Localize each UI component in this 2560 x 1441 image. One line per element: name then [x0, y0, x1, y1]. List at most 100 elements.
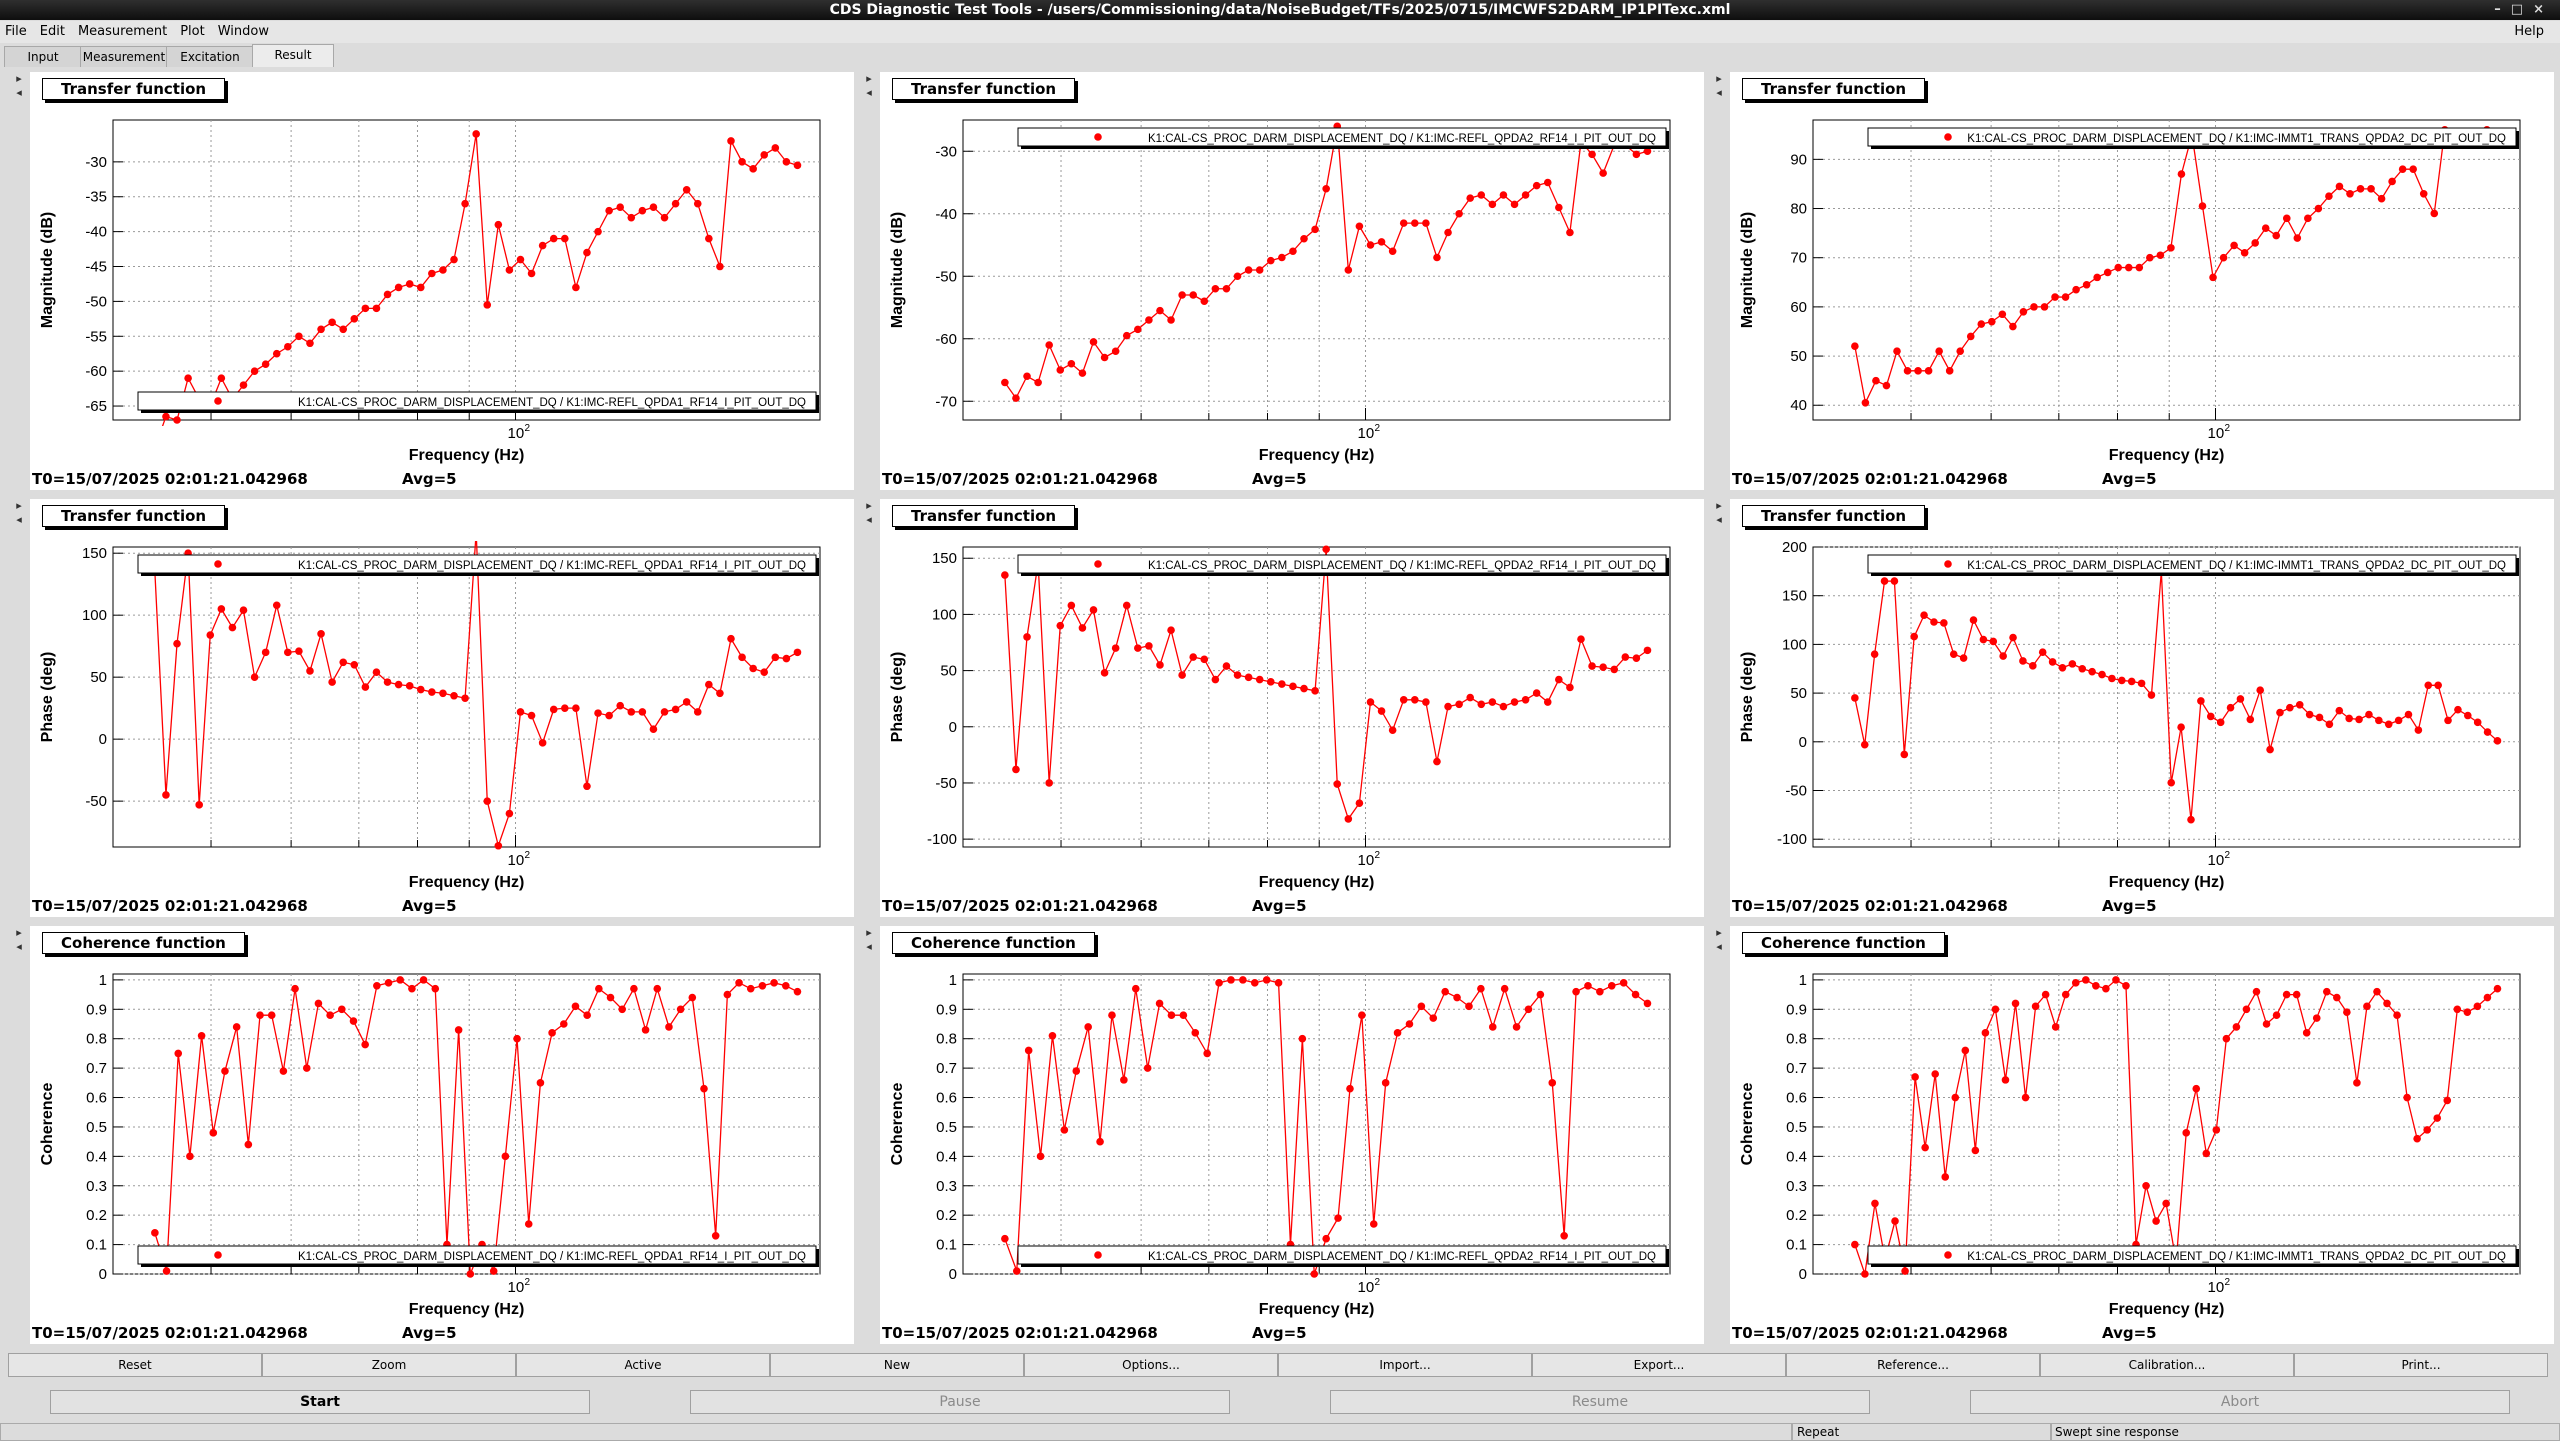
- resume-button[interactable]: Resume: [1330, 1390, 1870, 1414]
- data-point: [1499, 191, 1508, 199]
- y-tick-label: -60: [85, 363, 107, 380]
- tab-result[interactable]: Result: [252, 44, 334, 67]
- arrow-left-icon[interactable]: ◂: [1716, 513, 1722, 526]
- menu-measurement[interactable]: Measurement: [77, 24, 168, 39]
- data-point: [2206, 712, 2215, 721]
- minimize-icon[interactable]: –: [2494, 2, 2511, 17]
- plot-panel[interactable]: ▸ ◂ -100 -50 0 50 100 150 200 10 2 Frequency (Hz) Ph…: [1708, 499, 2554, 917]
- zoom-button[interactable]: Zoom: [262, 1353, 516, 1377]
- panel-scroll-arrows[interactable]: ▸ ◂: [1708, 72, 1730, 490]
- data-point: [1429, 1014, 1438, 1022]
- data-point: [272, 601, 281, 610]
- pause-button[interactable]: Pause: [690, 1390, 1230, 1414]
- data-point: [2192, 1084, 2201, 1093]
- plot-panel[interactable]: ▸ ◂ -100 -50 0 50 100 150 10 2 Frequency (Hz) Phase…: [858, 499, 1704, 917]
- menu-window[interactable]: Window: [217, 24, 269, 39]
- plot-panel[interactable]: ▸ ◂ -70 -60 -50 -40 -30 10 2 Frequency (Hz) Magnit…: [858, 72, 1704, 490]
- data-point: [538, 241, 547, 250]
- reference-button[interactable]: Reference...: [1786, 1353, 2040, 1377]
- arrow-left-icon[interactable]: ◂: [16, 86, 22, 99]
- active-button[interactable]: Active: [516, 1353, 770, 1377]
- menu-help[interactable]: Help: [2514, 24, 2544, 39]
- reset-button[interactable]: Reset: [8, 1353, 262, 1377]
- panel-scroll-arrows[interactable]: ▸ ◂: [8, 499, 30, 917]
- arrow-right-icon[interactable]: ▸: [1716, 499, 1722, 512]
- plot-canvas[interactable]: -100 -50 0 50 100 150 10 2 Frequency (Hz) Phase (…: [858, 499, 1704, 917]
- data-point: [350, 315, 359, 323]
- plot-canvas[interactable]: 0 0.1 0.2 0.3 0.4 0.5 0.6 0.7 0.8 0.9 1 10 2 Frequenc…: [1708, 926, 2554, 1344]
- tab-excitation[interactable]: Excitation: [166, 46, 254, 67]
- plot-canvas[interactable]: -70 -60 -50 -40 -30 10 2 Frequency (Hz) Magnitud…: [858, 72, 1704, 490]
- arrow-left-icon[interactable]: ◂: [16, 940, 22, 953]
- averages-label: Avg=5: [1252, 1324, 1307, 1342]
- plot-panel[interactable]: ▸ ◂ 40 50 60 70 80 90 10 2 Frequency (Hz) Magnitude…: [1708, 72, 2554, 490]
- arrow-right-icon[interactable]: ▸: [16, 72, 22, 85]
- panel-scroll-arrows[interactable]: ▸ ◂: [858, 499, 880, 917]
- arrow-left-icon[interactable]: ◂: [866, 86, 872, 99]
- window-controls[interactable]: –□×: [2494, 0, 2554, 20]
- export-button[interactable]: Export...: [1532, 1353, 1786, 1377]
- panel-scroll-arrows[interactable]: ▸ ◂: [8, 926, 30, 1344]
- arrow-left-icon[interactable]: ◂: [1716, 86, 1722, 99]
- options-button[interactable]: Options...: [1024, 1353, 1278, 1377]
- data-point: [2293, 234, 2302, 242]
- data-point: [1056, 621, 1065, 630]
- y-tick-label: 200: [1782, 539, 1807, 556]
- plot-panel[interactable]: ▸ ◂ -50 0 50 100 150 10 2 Frequency (Hz) Phase (de…: [8, 499, 854, 917]
- abort-button[interactable]: Abort: [1970, 1390, 2510, 1414]
- data-point: [1596, 987, 1604, 996]
- data-point: [2373, 987, 2381, 996]
- data-point: [1422, 698, 1430, 706]
- data-point: [682, 698, 691, 706]
- print-button[interactable]: Print...: [2294, 1353, 2548, 1377]
- arrow-left-icon[interactable]: ◂: [866, 940, 872, 953]
- panel-footer: T0=15/07/2025 02:01:21.042968 Avg=5: [8, 895, 854, 917]
- menu-file[interactable]: File: [5, 24, 27, 39]
- arrow-right-icon[interactable]: ▸: [866, 499, 872, 512]
- arrow-right-icon[interactable]: ▸: [866, 72, 872, 85]
- data-point: [1145, 642, 1153, 650]
- plot-canvas[interactable]: -65 -60 -55 -50 -45 -40 -35 -30 10 2 Frequency (Hz…: [8, 72, 854, 490]
- y-axis-label: Phase (deg): [39, 652, 56, 743]
- arrow-left-icon[interactable]: ◂: [16, 513, 22, 526]
- legend: K1:CAL-CS_PROC_DARM_DISPLACEMENT_DQ / K1…: [1017, 127, 1669, 149]
- tab-measurement[interactable]: Measurement: [80, 46, 168, 67]
- arrow-right-icon[interactable]: ▸: [866, 926, 872, 939]
- tab-input[interactable]: Input: [4, 46, 82, 67]
- plot-canvas[interactable]: -50 0 50 100 150 10 2 Frequency (Hz) Phase (deg)…: [8, 499, 854, 917]
- plot-canvas[interactable]: 40 50 60 70 80 90 10 2 Frequency (Hz) Magnitude (…: [1708, 72, 2554, 490]
- maximize-icon[interactable]: □: [2510, 2, 2534, 17]
- plot-panel[interactable]: ▸ ◂ 0 0.1 0.2 0.3 0.4 0.5 0.6 0.7 0.8 0.9 1 10 2 Freque…: [858, 926, 1704, 1344]
- arrow-right-icon[interactable]: ▸: [16, 926, 22, 939]
- new-button[interactable]: New: [770, 1353, 1024, 1377]
- y-tick-label: -100: [927, 831, 957, 848]
- plot-panel[interactable]: ▸ ◂ 0 0.1 0.2 0.3 0.4 0.5 0.6 0.7 0.8 0.9 1 10 2 Freque…: [8, 926, 854, 1344]
- plot-canvas[interactable]: -100 -50 0 50 100 150 200 10 2 Frequency (Hz) Phas…: [1708, 499, 2554, 917]
- import-button[interactable]: Import...: [1278, 1353, 1532, 1377]
- plot-panel[interactable]: ▸ ◂ 0 0.1 0.2 0.3 0.4 0.5 0.6 0.7 0.8 0.9 1 10 2 Freque…: [1708, 926, 2554, 1344]
- panel-scroll-arrows[interactable]: ▸ ◂: [1708, 499, 1730, 917]
- data-point: [1322, 1234, 1330, 1243]
- calibration-button[interactable]: Calibration...: [2040, 1353, 2294, 1377]
- panel-scroll-arrows[interactable]: ▸ ◂: [858, 72, 880, 490]
- plot-panel[interactable]: ▸ ◂ -65 -60 -55 -50 -45 -40 -35 -30 10 2 Frequency (…: [8, 72, 854, 490]
- panel-scroll-arrows[interactable]: ▸ ◂: [1708, 926, 1730, 1344]
- arrow-left-icon[interactable]: ◂: [1716, 940, 1722, 953]
- menu-edit[interactable]: Edit: [39, 24, 65, 39]
- data-point: [1045, 341, 1053, 349]
- close-icon[interactable]: ×: [2533, 2, 2554, 17]
- plot-canvas[interactable]: 0 0.1 0.2 0.3 0.4 0.5 0.6 0.7 0.8 0.9 1 10 2 Frequenc…: [858, 926, 1704, 1344]
- arrow-right-icon[interactable]: ▸: [1716, 72, 1722, 85]
- start-button[interactable]: Start: [50, 1390, 590, 1414]
- menu-plot[interactable]: Plot: [180, 24, 205, 39]
- panel-scroll-arrows[interactable]: ▸ ◂: [858, 926, 880, 1344]
- panel-scroll-arrows[interactable]: ▸ ◂: [8, 72, 30, 490]
- averages-label: Avg=5: [2102, 897, 2157, 915]
- arrow-left-icon[interactable]: ◂: [866, 513, 872, 526]
- arrow-right-icon[interactable]: ▸: [16, 499, 22, 512]
- arrow-right-icon[interactable]: ▸: [1716, 926, 1722, 939]
- data-point: [1001, 378, 1009, 387]
- data-point: [1588, 662, 1596, 670]
- plot-canvas[interactable]: 0 0.1 0.2 0.3 0.4 0.5 0.6 0.7 0.8 0.9 1 10 2 Frequenc…: [8, 926, 854, 1344]
- data-point: [1072, 1067, 1081, 1075]
